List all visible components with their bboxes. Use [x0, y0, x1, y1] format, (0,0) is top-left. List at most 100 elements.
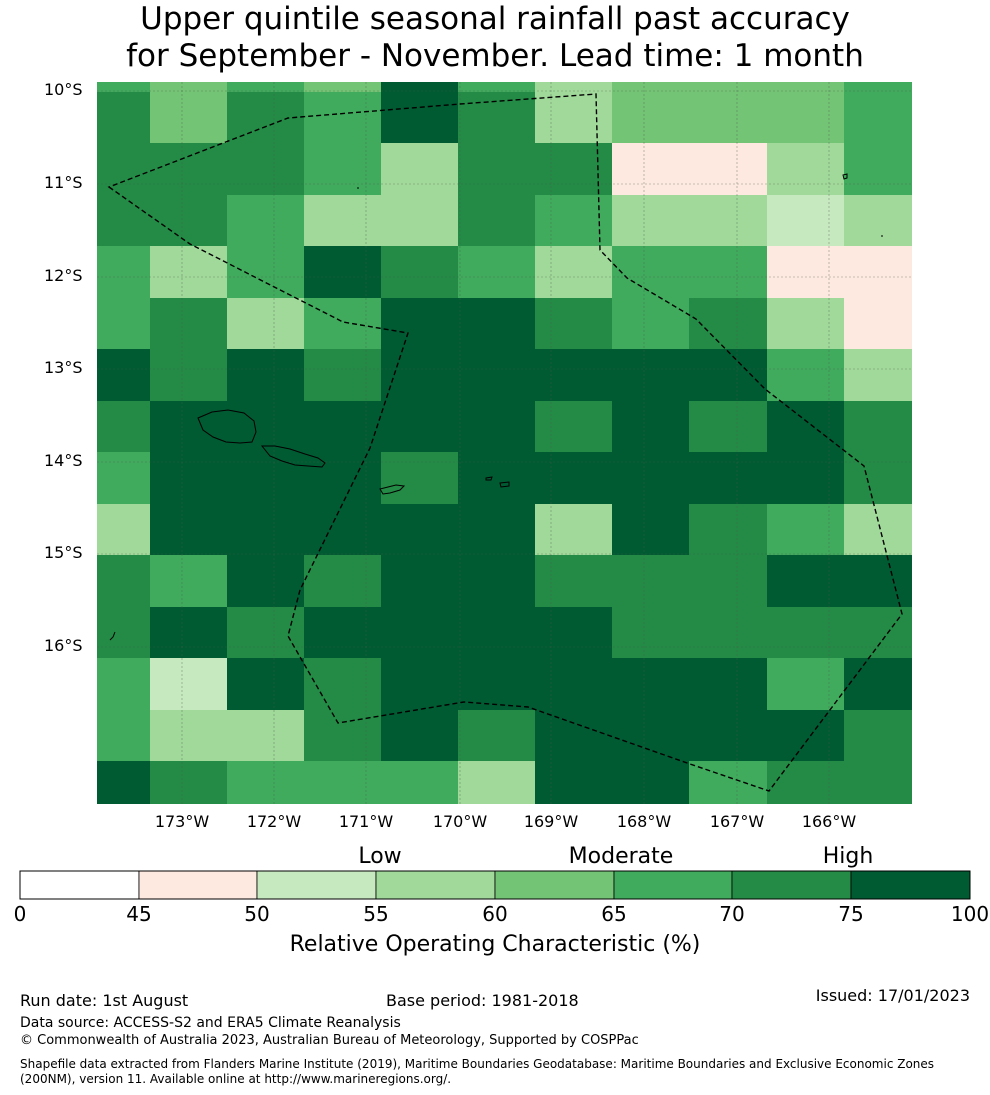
issued-date: Issued: 17/01/2023: [815, 986, 970, 1005]
grid-cell: [304, 143, 381, 195]
grid-cell: [767, 401, 844, 452]
colorbar-segment: [850, 870, 971, 900]
grid-cell: [612, 195, 767, 246]
grid-cell: [844, 82, 912, 92]
grid-cell: [381, 504, 458, 555]
colorbar-tick-0: 0: [13, 902, 27, 926]
lat-label-14s: 14°S: [44, 451, 83, 470]
grid-cell: [689, 298, 767, 349]
copyright-notice: © Commonwealth of Australia 2023, Austra…: [20, 1033, 639, 1048]
grid-cell: [150, 401, 227, 452]
grid-cell: [535, 143, 612, 195]
grid-cell: [381, 195, 458, 246]
grid-cell: [689, 452, 767, 504]
grid-cell: [227, 452, 304, 504]
grid-cell: [227, 658, 304, 710]
lat-label-11s: 11°S: [44, 173, 83, 192]
grid-cell: [97, 143, 150, 195]
grid-cell: [150, 710, 227, 761]
lat-label-16s: 16°S: [44, 636, 83, 655]
grid-cell: [97, 401, 150, 452]
grid-cell: [381, 452, 458, 504]
colorbar-tick-45: 45: [126, 902, 152, 926]
map-title-line1: Upper quintile seasonal rainfall past ac…: [140, 1, 850, 37]
grid-cell: [150, 452, 227, 504]
grid-cell: [150, 349, 227, 401]
grid-cell: [227, 246, 304, 298]
lon-label-167w: 167°W: [709, 812, 765, 831]
lon-label-173w: 173°W: [154, 812, 210, 831]
grid-cell: [458, 82, 535, 92]
lon-label-171w: 171°W: [338, 812, 394, 831]
eez-boundaries: [107, 93, 903, 792]
colorbar-tick-65: 65: [601, 902, 627, 926]
category-label-low: Low: [358, 844, 402, 869]
lon-label-170w: 170°W: [432, 812, 488, 831]
grid-cell: [612, 504, 689, 555]
grid-cell: [150, 658, 227, 710]
rainfall-accuracy-grid: [97, 82, 912, 804]
colorbar-title: Relative Operating Characteristic (%): [289, 932, 701, 957]
grid-cell: [304, 555, 381, 607]
grid-cell: [689, 555, 767, 607]
grid-cell: [304, 504, 381, 555]
colorbar-segment: [19, 870, 140, 900]
colorbar-tick-50: 50: [244, 902, 270, 926]
grid-cell: [612, 349, 689, 401]
grid-cell: [612, 710, 689, 761]
grid-cell: [458, 761, 535, 804]
grid-cell: [844, 349, 912, 401]
colorbar-tick-75: 75: [838, 902, 864, 926]
grid-cell: [458, 555, 535, 607]
colorbar-border: [19, 870, 971, 900]
grid-cell: [381, 658, 458, 710]
grid-cell: [844, 246, 912, 298]
grid-cell: [767, 298, 844, 349]
colorbar-tick-60: 60: [482, 902, 508, 926]
grid-cell: [150, 82, 227, 92]
grid-cell: [381, 143, 458, 195]
grid-cell: [150, 143, 227, 195]
grid-cell: [97, 195, 150, 246]
grid-cell: [535, 504, 612, 555]
grid-cell: [304, 246, 381, 298]
grid-cell: [150, 607, 227, 658]
samoa-eez-boundary: [107, 93, 903, 792]
grid-cell: [97, 761, 150, 804]
grid-cell: [97, 607, 150, 658]
grid-cell: [227, 82, 304, 92]
grid-cell: [227, 607, 304, 658]
grid-cell: [767, 658, 844, 710]
grid-cell: [97, 92, 150, 143]
grid-cell: [612, 452, 689, 504]
grid-cell: [844, 607, 912, 658]
grid-cell: [304, 607, 381, 658]
run-date: Run date: 1st August: [20, 991, 189, 1010]
grid-cell: [612, 761, 689, 804]
grid-cell: [304, 82, 381, 92]
grid-cell: [458, 504, 535, 555]
grid-cell: [689, 349, 767, 401]
grid-cell: [535, 710, 612, 761]
grid-cell: [381, 607, 458, 658]
grid-cell: [97, 349, 150, 401]
grid-cell: [304, 401, 381, 452]
grid-cell: [535, 452, 612, 504]
grid-cell: [767, 143, 844, 195]
grid-cell: [767, 82, 844, 92]
grid-cell: [535, 658, 612, 710]
data-source: Data source: ACCESS-S2 and ERA5 Climate …: [20, 1015, 401, 1031]
grid-cell: [304, 761, 381, 804]
grid-cell: [227, 761, 304, 804]
grid-cell: [612, 658, 689, 710]
grid-cell: [689, 658, 767, 710]
shapefile-credit-line2: (200NM), version 11. Available online at…: [20, 1072, 452, 1086]
grid-cell: [97, 710, 150, 761]
grid-cell: [458, 452, 535, 504]
grid-cell: [535, 349, 612, 401]
grid-cell: [689, 401, 767, 452]
graticule-lines: [97, 82, 912, 804]
colorbar-tick-70: 70: [719, 902, 745, 926]
savaii-island: [197, 409, 257, 444]
colorbar: [19, 870, 971, 900]
